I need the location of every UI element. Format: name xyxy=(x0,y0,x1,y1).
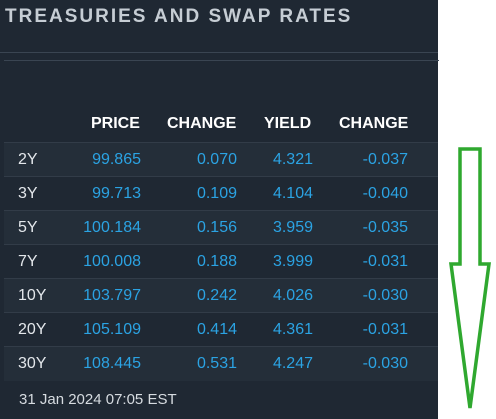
price-cell: 103.797 xyxy=(83,287,141,304)
timestamp: 31 Jan 2024 07:05 EST xyxy=(19,391,177,408)
col-header-yield-change[interactable]: CHANGE xyxy=(339,115,409,132)
change-cell: 0.531 xyxy=(196,355,237,372)
tenor-cell: 7Y xyxy=(18,253,38,270)
yield-change-cell: -0.030 xyxy=(362,355,408,372)
yield-change-cell: -0.030 xyxy=(362,287,408,304)
col-header-price[interactable]: PRICE xyxy=(91,115,140,132)
table-row[interactable]: 3Y 99.713 0.109 4.104 -0.040 xyxy=(4,176,438,211)
change-cell: 0.242 xyxy=(196,287,237,304)
yield-cell: 4.361 xyxy=(272,321,313,338)
price-cell: 100.008 xyxy=(83,253,141,270)
table-row[interactable]: 10Y 103.797 0.242 4.026 -0.030 xyxy=(4,278,438,313)
tenor-cell: 2Y xyxy=(18,151,38,168)
down-arrow-icon xyxy=(449,147,491,409)
yield-cell: 4.026 xyxy=(272,287,313,304)
tenor-cell: 20Y xyxy=(18,321,47,338)
yield-change-cell: -0.037 xyxy=(362,151,408,168)
table-row[interactable]: 2Y 99.865 0.070 4.321 -0.037 xyxy=(4,142,438,177)
tenor-cell: 10Y xyxy=(18,287,47,304)
panel-title: TREASURIES AND SWAP RATES xyxy=(5,6,353,27)
yield-cell: 3.959 xyxy=(272,219,313,236)
col-header-yield[interactable]: YIELD xyxy=(264,115,312,132)
yield-change-cell: -0.031 xyxy=(362,321,408,338)
price-cell: 99.865 xyxy=(92,151,141,168)
change-cell: 0.070 xyxy=(196,151,237,168)
yield-change-cell: -0.040 xyxy=(362,185,408,202)
change-cell: 0.414 xyxy=(196,321,237,338)
yield-change-cell: -0.031 xyxy=(362,253,408,270)
title-divider xyxy=(0,52,438,53)
price-cell: 100.184 xyxy=(83,219,141,236)
tenor-cell: 5Y xyxy=(18,219,38,236)
tenor-cell: 3Y xyxy=(18,185,38,202)
yield-cell: 4.321 xyxy=(272,151,313,168)
price-cell: 99.713 xyxy=(92,185,141,202)
change-cell: 0.109 xyxy=(196,185,237,202)
table-row[interactable]: 30Y 108.445 0.531 4.247 -0.030 xyxy=(4,346,438,381)
table-row[interactable]: 5Y 100.184 0.156 3.959 -0.035 xyxy=(4,210,438,245)
col-header-change[interactable]: CHANGE xyxy=(167,115,237,132)
yield-cell: 3.999 xyxy=(272,253,313,270)
price-cell: 108.445 xyxy=(83,355,141,372)
change-cell: 0.156 xyxy=(196,219,237,236)
price-cell: 105.109 xyxy=(83,321,141,338)
yield-change-cell: -0.035 xyxy=(362,219,408,236)
yield-cell: 4.247 xyxy=(272,355,313,372)
yield-cell: 4.104 xyxy=(272,185,313,202)
tenor-cell: 30Y xyxy=(18,355,47,372)
table-header xyxy=(4,61,438,142)
change-cell: 0.188 xyxy=(196,253,237,270)
table-row[interactable]: 20Y 105.109 0.414 4.361 -0.031 xyxy=(4,312,438,347)
table-row[interactable]: 7Y 100.008 0.188 3.999 -0.031 xyxy=(4,244,438,279)
